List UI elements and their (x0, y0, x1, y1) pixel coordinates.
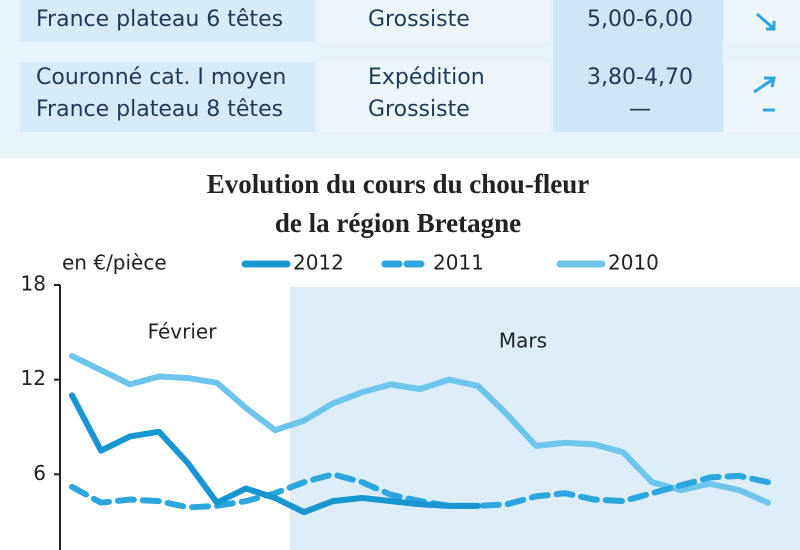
y-tick-label: 18 (21, 272, 46, 296)
period-label: Mars (499, 329, 547, 353)
chart-title: de la région Bretagne (275, 208, 521, 238)
legend-label: 2011 (433, 251, 484, 275)
period-shade (290, 287, 800, 550)
cell-bg (553, 0, 723, 132)
cell-bg (20, 0, 315, 42)
legend-label: 2010 (608, 251, 659, 275)
trend-arrow (756, 12, 776, 31)
chart-title: Evolution du cours du chou-fleur (207, 169, 590, 199)
cell-bg (725, 62, 800, 132)
chart: Evolution du cours du chou-fleur de la ré… (21, 169, 771, 550)
y-tick-label: 6 (33, 461, 46, 485)
legend-label: 2012 (293, 251, 344, 275)
y-tick-label: 12 (21, 366, 46, 390)
cell-bg (725, 0, 800, 42)
series-line (69, 352, 771, 506)
cell-bg (320, 0, 550, 42)
period-label: Février (148, 320, 218, 344)
series-line (69, 471, 771, 511)
cell: Expédition (368, 65, 485, 90)
cell: Grossiste (368, 97, 470, 122)
cell: Grossiste (368, 7, 470, 32)
cell-bg (20, 62, 315, 132)
cell: France plateau 6 têtes (36, 7, 283, 32)
cell: France plateau 8 têtes (36, 97, 283, 122)
cell: — (629, 97, 651, 122)
cell: 3,80-4,70 (587, 65, 693, 90)
series-line (69, 392, 481, 516)
y-axis-label: en €/pièce (62, 251, 167, 275)
trend-arrow (753, 76, 776, 94)
cell-bg (320, 62, 550, 132)
cell: 5,00-6,00 (587, 7, 693, 32)
cell: Couronné cat. I moyen (36, 65, 286, 90)
